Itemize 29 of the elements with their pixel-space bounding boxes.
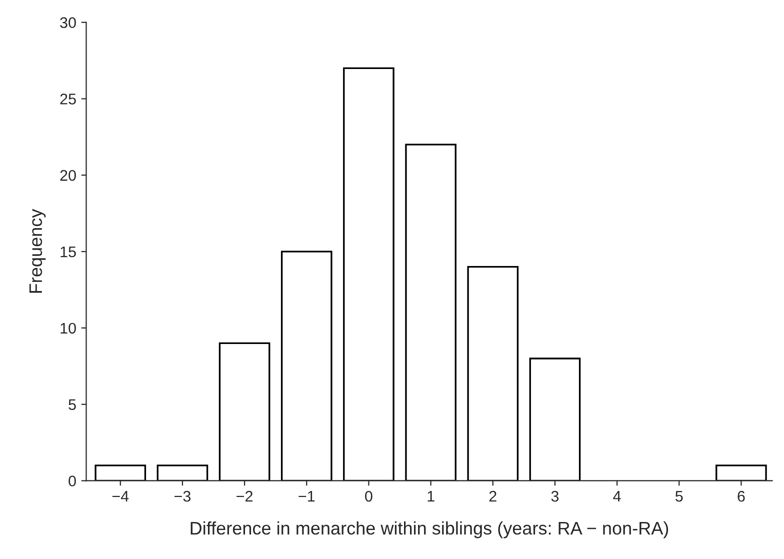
bar xyxy=(343,67,394,481)
x-tick-label: −1 xyxy=(298,491,315,502)
bar xyxy=(716,464,767,481)
x-tick-label: −2 xyxy=(236,490,252,502)
x-tick-label: 1 xyxy=(428,491,434,502)
bar xyxy=(94,464,146,481)
x-tick-label: 3 xyxy=(551,490,559,502)
y-axis-title: Frequency xyxy=(29,208,46,293)
x-axis-title: Difference in menarche within siblings (years: RA − non-RA) xyxy=(190,521,668,538)
y-tick-label: 10 xyxy=(60,322,76,334)
bar xyxy=(467,266,519,481)
y-tick-label: 0 xyxy=(68,476,76,486)
x-tick-label: 6 xyxy=(738,490,745,502)
x-tick-label: 0 xyxy=(365,490,372,502)
y-tick-label: 5 xyxy=(68,399,76,410)
y-tick-label: 15 xyxy=(60,246,76,258)
bar xyxy=(529,358,581,481)
x-tick-label: 5 xyxy=(675,491,683,502)
x-tick-label: 2 xyxy=(489,490,496,502)
bar xyxy=(218,342,270,481)
bar xyxy=(405,144,456,481)
x-tick-label: −4 xyxy=(112,491,129,502)
x-tick-label: −3 xyxy=(174,490,191,502)
y-tick-label: 20 xyxy=(60,170,76,181)
bar xyxy=(156,464,208,481)
x-tick-label: 4 xyxy=(613,491,621,502)
bar xyxy=(280,250,332,481)
y-tick-label: 30 xyxy=(60,17,76,28)
y-tick-label: 25 xyxy=(60,94,76,104)
